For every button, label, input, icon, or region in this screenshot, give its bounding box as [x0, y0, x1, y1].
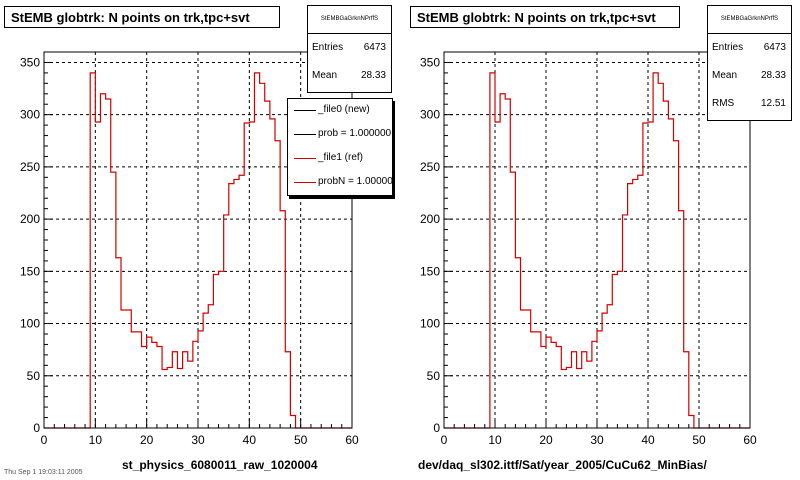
- x-tick-label: 10: [488, 433, 502, 447]
- x-tick-label: 10: [89, 433, 103, 447]
- legend-entry: prob = 1.000000: [288, 123, 392, 147]
- x-tick-label: 40: [243, 433, 257, 447]
- legend-label: _file0 (new): [318, 104, 370, 115]
- y-tick-label: 0: [433, 421, 440, 435]
- y-tick-label: 150: [420, 264, 440, 278]
- y-tick-label: 0: [33, 421, 40, 435]
- left-stats-name: StEMBGaGrknNPrffS: [308, 6, 391, 34]
- timestamp-text: Thu Sep 1 19:03:11 2005: [4, 469, 83, 476]
- y-tick-label: 250: [20, 160, 40, 174]
- right-xlabel: dev/daq_sl302.ittf/Sat/year_2005/CuCu62_…: [418, 458, 707, 472]
- y-tick-label: 200: [420, 212, 440, 226]
- left-xlabel: st_physics_6080011_raw_1020004: [122, 458, 318, 472]
- y-tick-label: 100: [420, 317, 440, 331]
- y-tick-label: 200: [20, 212, 40, 226]
- x-tick-label: 60: [743, 433, 757, 447]
- legend-label: _file1 (ref): [318, 152, 364, 163]
- histogram-series: [444, 72, 750, 429]
- x-tick-label: 20: [539, 433, 553, 447]
- y-tick-label: 50: [27, 369, 41, 383]
- right-stats-rms: RMS 12.51: [708, 90, 791, 118]
- right-plot: 0 10 20 30 40 50 60 0 50 100 150 200 250 300 350: [420, 51, 757, 447]
- x-tick-label: 60: [345, 433, 359, 447]
- y-tick-label: 250: [420, 160, 440, 174]
- y-tick-label: 50: [427, 369, 441, 383]
- right-stats-name: StEMBGaGrknNPrffS: [708, 6, 791, 34]
- left-stats-entries-value: 6473: [363, 42, 386, 53]
- x-tick-label: 30: [191, 433, 205, 447]
- right-stats-box: StEMBGaGrknNPrffS Entries 6473 Mean 28.3…: [707, 5, 792, 121]
- left-stats-box: StEMBGaGrknNPrffS Entries 6473 Mean 28.3…: [307, 5, 392, 93]
- left-plot: 0 10 20 30 40 50 60 0 50 100 150 200 250 300 350: [20, 51, 359, 447]
- right-stats-rms-key: RMS: [712, 98, 735, 109]
- left-stats-entries-key: Entries: [312, 42, 344, 53]
- right-stats-mean-key: Mean: [712, 70, 738, 81]
- left-title: StEMB globtrk: N points on trk,tpc+svt: [4, 6, 280, 28]
- right-stats-entries: Entries 6473: [708, 34, 791, 62]
- left-stats-entries: Entries 6473: [308, 34, 391, 62]
- legend-line-icon: [294, 158, 316, 159]
- legend-line-icon: [294, 182, 316, 183]
- right-stats-mean: Mean 28.33: [708, 62, 791, 90]
- x-tick-label: 0: [441, 433, 448, 447]
- histogram-series: [44, 72, 352, 429]
- left-stats-mean-value: 28.33: [360, 70, 386, 81]
- y-tick-label: 300: [420, 108, 440, 122]
- x-tick-label: 50: [294, 433, 308, 447]
- y-tick-label: 150: [20, 264, 40, 278]
- right-stats-entries-value: 6473: [763, 42, 786, 53]
- right-title: StEMB globtrk: N points on trk,tpc+svt: [410, 6, 680, 28]
- legend-entry: probN = 1.000000: [288, 171, 393, 195]
- x-tick-label: 40: [641, 433, 655, 447]
- right-stats-rms-value: 12.51: [760, 98, 786, 109]
- y-tick-label: 100: [20, 317, 40, 331]
- right-stats-entries-key: Entries: [712, 42, 744, 53]
- left-stats-mean-key: Mean: [312, 70, 338, 81]
- y-tick-label: 300: [20, 108, 40, 122]
- x-tick-label: 50: [692, 433, 706, 447]
- legend-line-icon: [294, 134, 316, 135]
- x-tick-label: 20: [140, 433, 154, 447]
- legend-label: probN = 1.000000: [318, 176, 393, 187]
- left-legend: _file0 (new) prob = 1.000000 _file1 (ref…: [287, 98, 393, 196]
- y-tick-label: 350: [420, 55, 440, 69]
- x-tick-label: 30: [590, 433, 604, 447]
- y-tick-label: 350: [20, 55, 40, 69]
- legend-line-icon: [294, 110, 316, 111]
- right-stats-mean-value: 28.33: [760, 70, 786, 81]
- legend-entry: _file1 (ref): [288, 147, 392, 171]
- left-stats-mean: Mean 28.33: [308, 62, 391, 90]
- legend-label: prob = 1.000000: [318, 128, 392, 139]
- legend-entry: _file0 (new): [288, 99, 392, 123]
- x-tick-label: 0: [41, 433, 48, 447]
